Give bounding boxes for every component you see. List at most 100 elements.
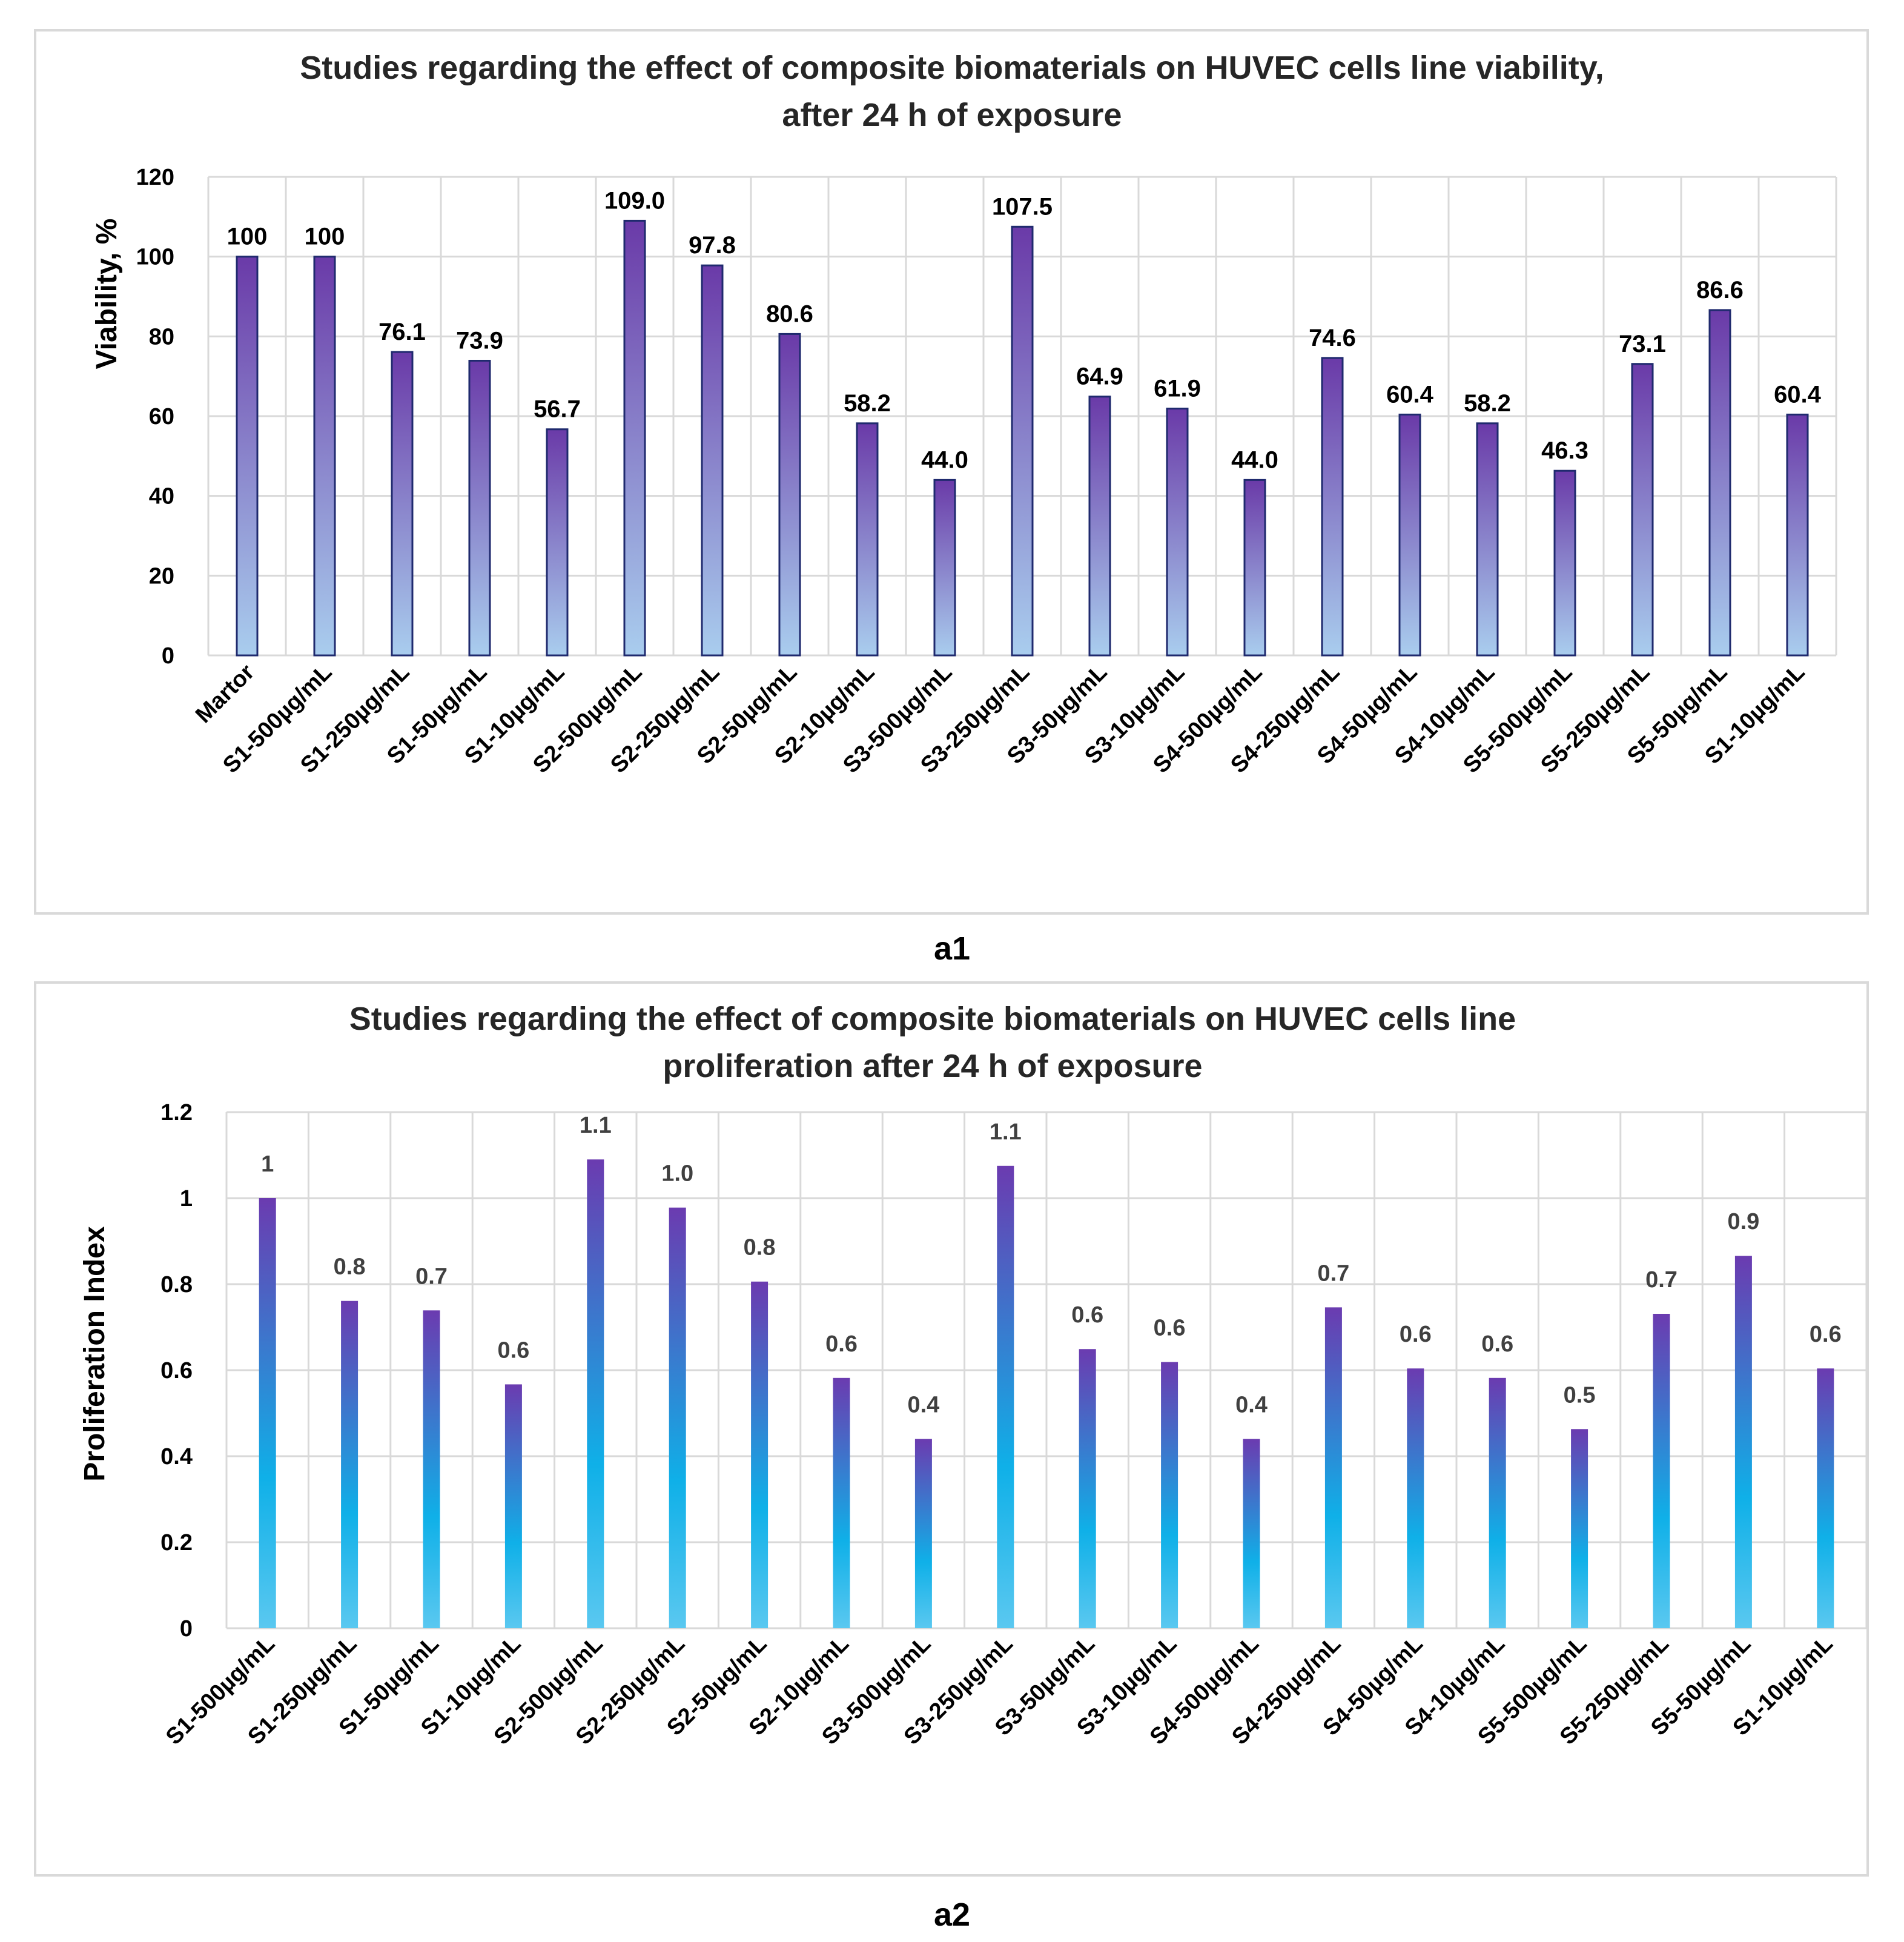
chart2-y-tick-label: 0: [180, 1616, 193, 1642]
chart1-value-label: 73.9: [456, 327, 503, 354]
chart1-value-label: 76.1: [378, 319, 426, 345]
chart2-bar: [1653, 1313, 1670, 1628]
chart1-bar: [1398, 413, 1421, 657]
chart2-y-tick-label: 0.6: [160, 1358, 193, 1384]
chart1-value-label: 86.6: [1696, 277, 1744, 303]
chart1-category-label: Martor: [191, 660, 259, 728]
chart1-value-label: 107.5: [992, 193, 1053, 220]
chart1-value-label: 73.1: [1619, 331, 1666, 357]
chart1-bar: [1088, 396, 1111, 657]
chart1-value-label: 58.2: [844, 390, 891, 417]
chart2-bar: [1817, 1368, 1834, 1628]
chart2-value-label: 0.6: [1810, 1322, 1842, 1347]
chart2-subtitle: proliferation after 24 h of exposure: [663, 1048, 1202, 1084]
chart1-bar: [1243, 479, 1266, 657]
chart1-subtitle: after 24 h of exposure: [782, 97, 1122, 133]
chart1-value-label: 109.0: [604, 187, 665, 214]
chart1-bar: [1476, 422, 1499, 657]
chart2-bar: [341, 1301, 359, 1628]
chart1-title: Studies regarding the effect of composit…: [300, 50, 1604, 86]
chart1-y-tick-label: 0: [162, 643, 174, 669]
chart2-value-label: 0.6: [1154, 1316, 1186, 1341]
chart1-bar: [856, 422, 879, 657]
panel-label-a2: a2: [933, 1897, 971, 1933]
chart1-value-label: 97.8: [689, 232, 736, 259]
chart2-value-label: 0.6: [825, 1331, 858, 1357]
chart1-value-label: 60.4: [1774, 381, 1822, 408]
chart1-value-label: 61.9: [1154, 375, 1201, 402]
chart1-y-tick-label: 60: [149, 404, 174, 429]
chart1-value-label: 44.0: [921, 446, 968, 473]
chart1-y-axis-title: Viability, %: [91, 219, 123, 370]
chart2-plot: 00.20.40.60.811.21S1-500µg/mL0.8S1-250µg…: [160, 1100, 1868, 1750]
chart2-y-tick-label: 0.8: [160, 1272, 193, 1297]
chart2-title: Studies regarding the effect of composit…: [349, 1001, 1516, 1037]
chart2-value-label: 0.8: [744, 1235, 776, 1261]
chart2-bar: [1489, 1377, 1506, 1628]
chart1-value-label: 100: [305, 224, 345, 250]
chart2-bar: [997, 1165, 1014, 1628]
chart1-value-label: 100: [227, 224, 268, 250]
chart1-value-label: 64.9: [1076, 363, 1123, 390]
chart2-value-label: 0.4: [1235, 1393, 1268, 1418]
chart1-bar: [236, 256, 259, 657]
chart1-bar: [1786, 413, 1809, 657]
chart2-value-label: 0.6: [1400, 1322, 1432, 1347]
chart2-bar: [1161, 1362, 1178, 1628]
chart1-bar: [933, 479, 956, 657]
chart-panel-proliferation: [34, 981, 1869, 1877]
chart2-value-label: 0.9: [1727, 1209, 1759, 1234]
chart2-bar: [504, 1384, 522, 1628]
chart2-bar: [1571, 1429, 1588, 1628]
chart2-bar: [669, 1207, 686, 1628]
chart2-bar: [423, 1310, 440, 1628]
chart1-plot: 020406080100120100Martor100S1-500µg/mL76…: [136, 165, 1837, 778]
chart1-bar: [546, 428, 569, 657]
chart2-bar: [751, 1281, 769, 1628]
chart1-bar: [468, 359, 491, 657]
chart1-bar: [1321, 357, 1344, 657]
chart2-bar: [1079, 1349, 1096, 1628]
chart1-y-tick-label: 100: [136, 245, 174, 270]
chart2-y-tick-label: 1.2: [160, 1100, 193, 1125]
chart1-bar: [313, 256, 336, 657]
chart2-value-label: 0.7: [415, 1264, 448, 1289]
chart1-value-label: 60.4: [1386, 381, 1434, 408]
chart2-bar: [1243, 1439, 1260, 1628]
chart2-bar: [259, 1198, 276, 1628]
chart2-value-label: 0.4: [907, 1393, 939, 1418]
chart2-value-label: 0.7: [1645, 1267, 1678, 1293]
chart2-bar: [1734, 1256, 1752, 1628]
chart2-value-label: 0.8: [334, 1254, 366, 1280]
chart1-bar: [1708, 309, 1731, 657]
chart1-y-tick-label: 120: [136, 165, 174, 190]
chart1-bar: [1011, 225, 1034, 657]
chart2-bar: [833, 1377, 850, 1628]
chart1-y-tick-label: 40: [149, 484, 174, 509]
chart2-bar: [1407, 1368, 1424, 1628]
chart2-value-label: 1.1: [580, 1113, 612, 1138]
chart2-value-label: 1: [261, 1152, 274, 1177]
chart2-value-label: 0.6: [1071, 1302, 1103, 1328]
chart1-y-tick-label: 80: [149, 324, 174, 350]
chart2-bar: [587, 1159, 604, 1628]
chart2-bar: [1324, 1307, 1342, 1628]
chart2-y-axis-title: Proliferation Index: [79, 1226, 111, 1482]
chart1-bar: [1553, 469, 1576, 657]
chart1-bar: [623, 219, 646, 657]
chart2-value-label: 0.7: [1317, 1261, 1349, 1286]
chart2-bar: [914, 1439, 932, 1628]
chart2-value-label: 0.5: [1564, 1382, 1596, 1408]
chart2-y-tick-label: 1: [180, 1186, 193, 1211]
chart1-value-label: 74.6: [1309, 325, 1356, 351]
chart1-bar: [1631, 363, 1654, 657]
chart1-bar: [701, 264, 724, 657]
chart1-bar: [1166, 407, 1189, 657]
chart2-value-label: 0.6: [497, 1337, 529, 1363]
chart2-y-tick-label: 0.4: [160, 1444, 193, 1470]
panel-label-a1: a1: [933, 930, 971, 967]
chart1-value-label: 44.0: [1231, 446, 1278, 473]
chart2-value-label: 1.1: [990, 1119, 1022, 1145]
chart2-value-label: 1.0: [661, 1161, 693, 1187]
